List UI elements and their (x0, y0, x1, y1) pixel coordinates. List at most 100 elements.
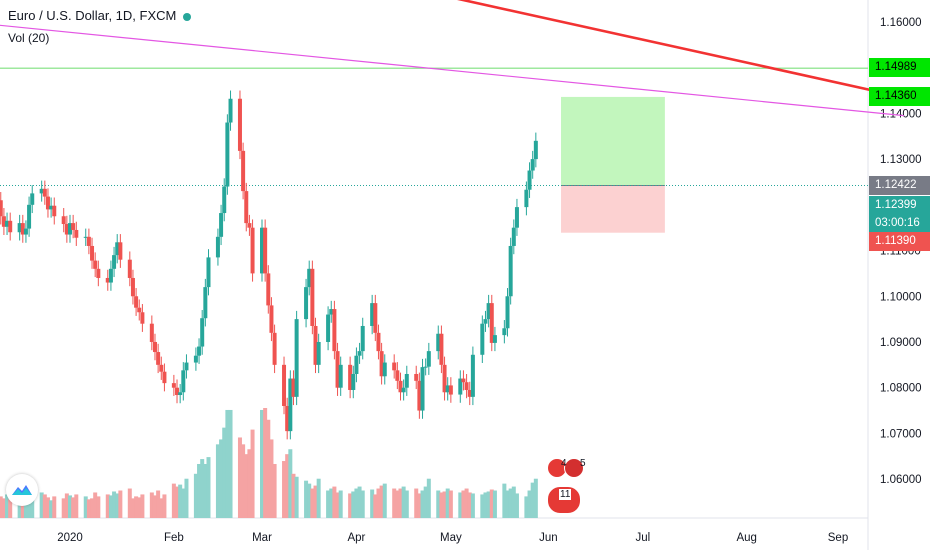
volume-bar (392, 488, 397, 518)
candle-body (505, 296, 510, 329)
volume-bar (156, 490, 161, 518)
candle-body (266, 273, 271, 306)
candle-body (483, 319, 488, 324)
volume-bar (49, 500, 54, 518)
volume-bar (244, 454, 249, 518)
volume-bar (304, 480, 309, 518)
stop-zone (561, 185, 665, 233)
volume-bar (250, 429, 255, 518)
candle-body (152, 341, 157, 353)
volume-bar (93, 492, 98, 518)
volume-bar (30, 488, 35, 518)
volume-indicator-label[interactable]: Vol (20) (8, 31, 50, 45)
candle-body (241, 150, 246, 192)
candle-body (382, 362, 387, 377)
y-tick-label: 1.10000 (880, 291, 922, 303)
candle-body (171, 383, 176, 388)
volume-bar (382, 483, 387, 518)
tradingview-logo-icon[interactable] (6, 474, 38, 506)
candle-body (461, 378, 466, 383)
volume-bar (27, 496, 32, 518)
candle-body (351, 373, 356, 390)
candle-body (197, 346, 202, 356)
volume-bar (464, 488, 469, 518)
volume-bar (505, 490, 510, 518)
candle-body (149, 323, 154, 342)
candle-body (203, 287, 208, 319)
candle-body (17, 223, 22, 233)
volume-bar (285, 454, 290, 518)
candle-body (260, 227, 264, 274)
y-tick-label: 1.07000 (880, 428, 922, 440)
candle-body (45, 196, 50, 210)
candle-body (206, 257, 211, 288)
volume-bar (329, 488, 334, 518)
candle-body (307, 268, 312, 288)
candle-body (90, 245, 95, 261)
candle-body (263, 227, 268, 274)
price-badge: 1.12399 (869, 195, 930, 215)
volume-bar (263, 408, 268, 518)
candle-body (20, 223, 25, 235)
candle-body (8, 220, 13, 233)
volume-bar (417, 493, 422, 518)
candle-body (23, 228, 28, 235)
candle-body (511, 227, 516, 246)
volume-bar (461, 490, 466, 518)
candle-body (357, 351, 362, 356)
candle-body (247, 223, 252, 228)
volume-bar (52, 496, 57, 518)
candle-body (39, 188, 44, 194)
candle-body (222, 186, 227, 214)
volume-bar (222, 427, 227, 518)
candle-body (219, 213, 224, 237)
volume-bar (171, 483, 176, 518)
candle-body (74, 229, 79, 238)
volume-bar (291, 473, 296, 518)
price-badge: 1.14989 (869, 58, 930, 78)
volume-bar (112, 491, 117, 518)
trend-line (456, 0, 905, 99)
volume-bar (533, 478, 538, 518)
candle-body (360, 325, 365, 352)
volume-bar (5, 494, 10, 518)
volume-bar (184, 478, 189, 518)
x-tick-label: Jun (539, 532, 558, 544)
candle-body (250, 227, 255, 274)
candle-body (52, 205, 57, 217)
volume-bar (45, 497, 50, 518)
volume-bar (130, 498, 135, 518)
candle-body (96, 268, 101, 278)
candle-body (5, 220, 10, 227)
candle-body (200, 318, 205, 347)
candle-body (159, 364, 164, 372)
candle-body (420, 367, 425, 411)
candle-body (414, 373, 419, 381)
candle-body (1, 216, 6, 227)
candle-body (272, 332, 277, 365)
volume-bar (39, 492, 44, 518)
volume-bar (426, 478, 431, 518)
volume-bar (247, 449, 252, 518)
volume-bar (149, 492, 154, 518)
candle-body (338, 364, 343, 388)
candle-body (492, 335, 497, 343)
volume-bar (492, 490, 497, 518)
event-flag-icon[interactable] (564, 458, 584, 478)
volume-bar (42, 494, 47, 518)
candle-body (392, 362, 397, 371)
volume-bar (178, 484, 183, 518)
volume-bar (288, 449, 293, 518)
y-tick-label: 1.06000 (880, 474, 922, 486)
candle-body (64, 224, 69, 235)
candle-body (71, 223, 76, 230)
volume-bar (1, 498, 6, 518)
candle-body (310, 268, 315, 326)
volume-bar (140, 494, 145, 518)
volume-bar (272, 463, 277, 518)
volume-bar (401, 486, 406, 518)
candle-body (285, 405, 290, 432)
candle-body (175, 387, 180, 396)
